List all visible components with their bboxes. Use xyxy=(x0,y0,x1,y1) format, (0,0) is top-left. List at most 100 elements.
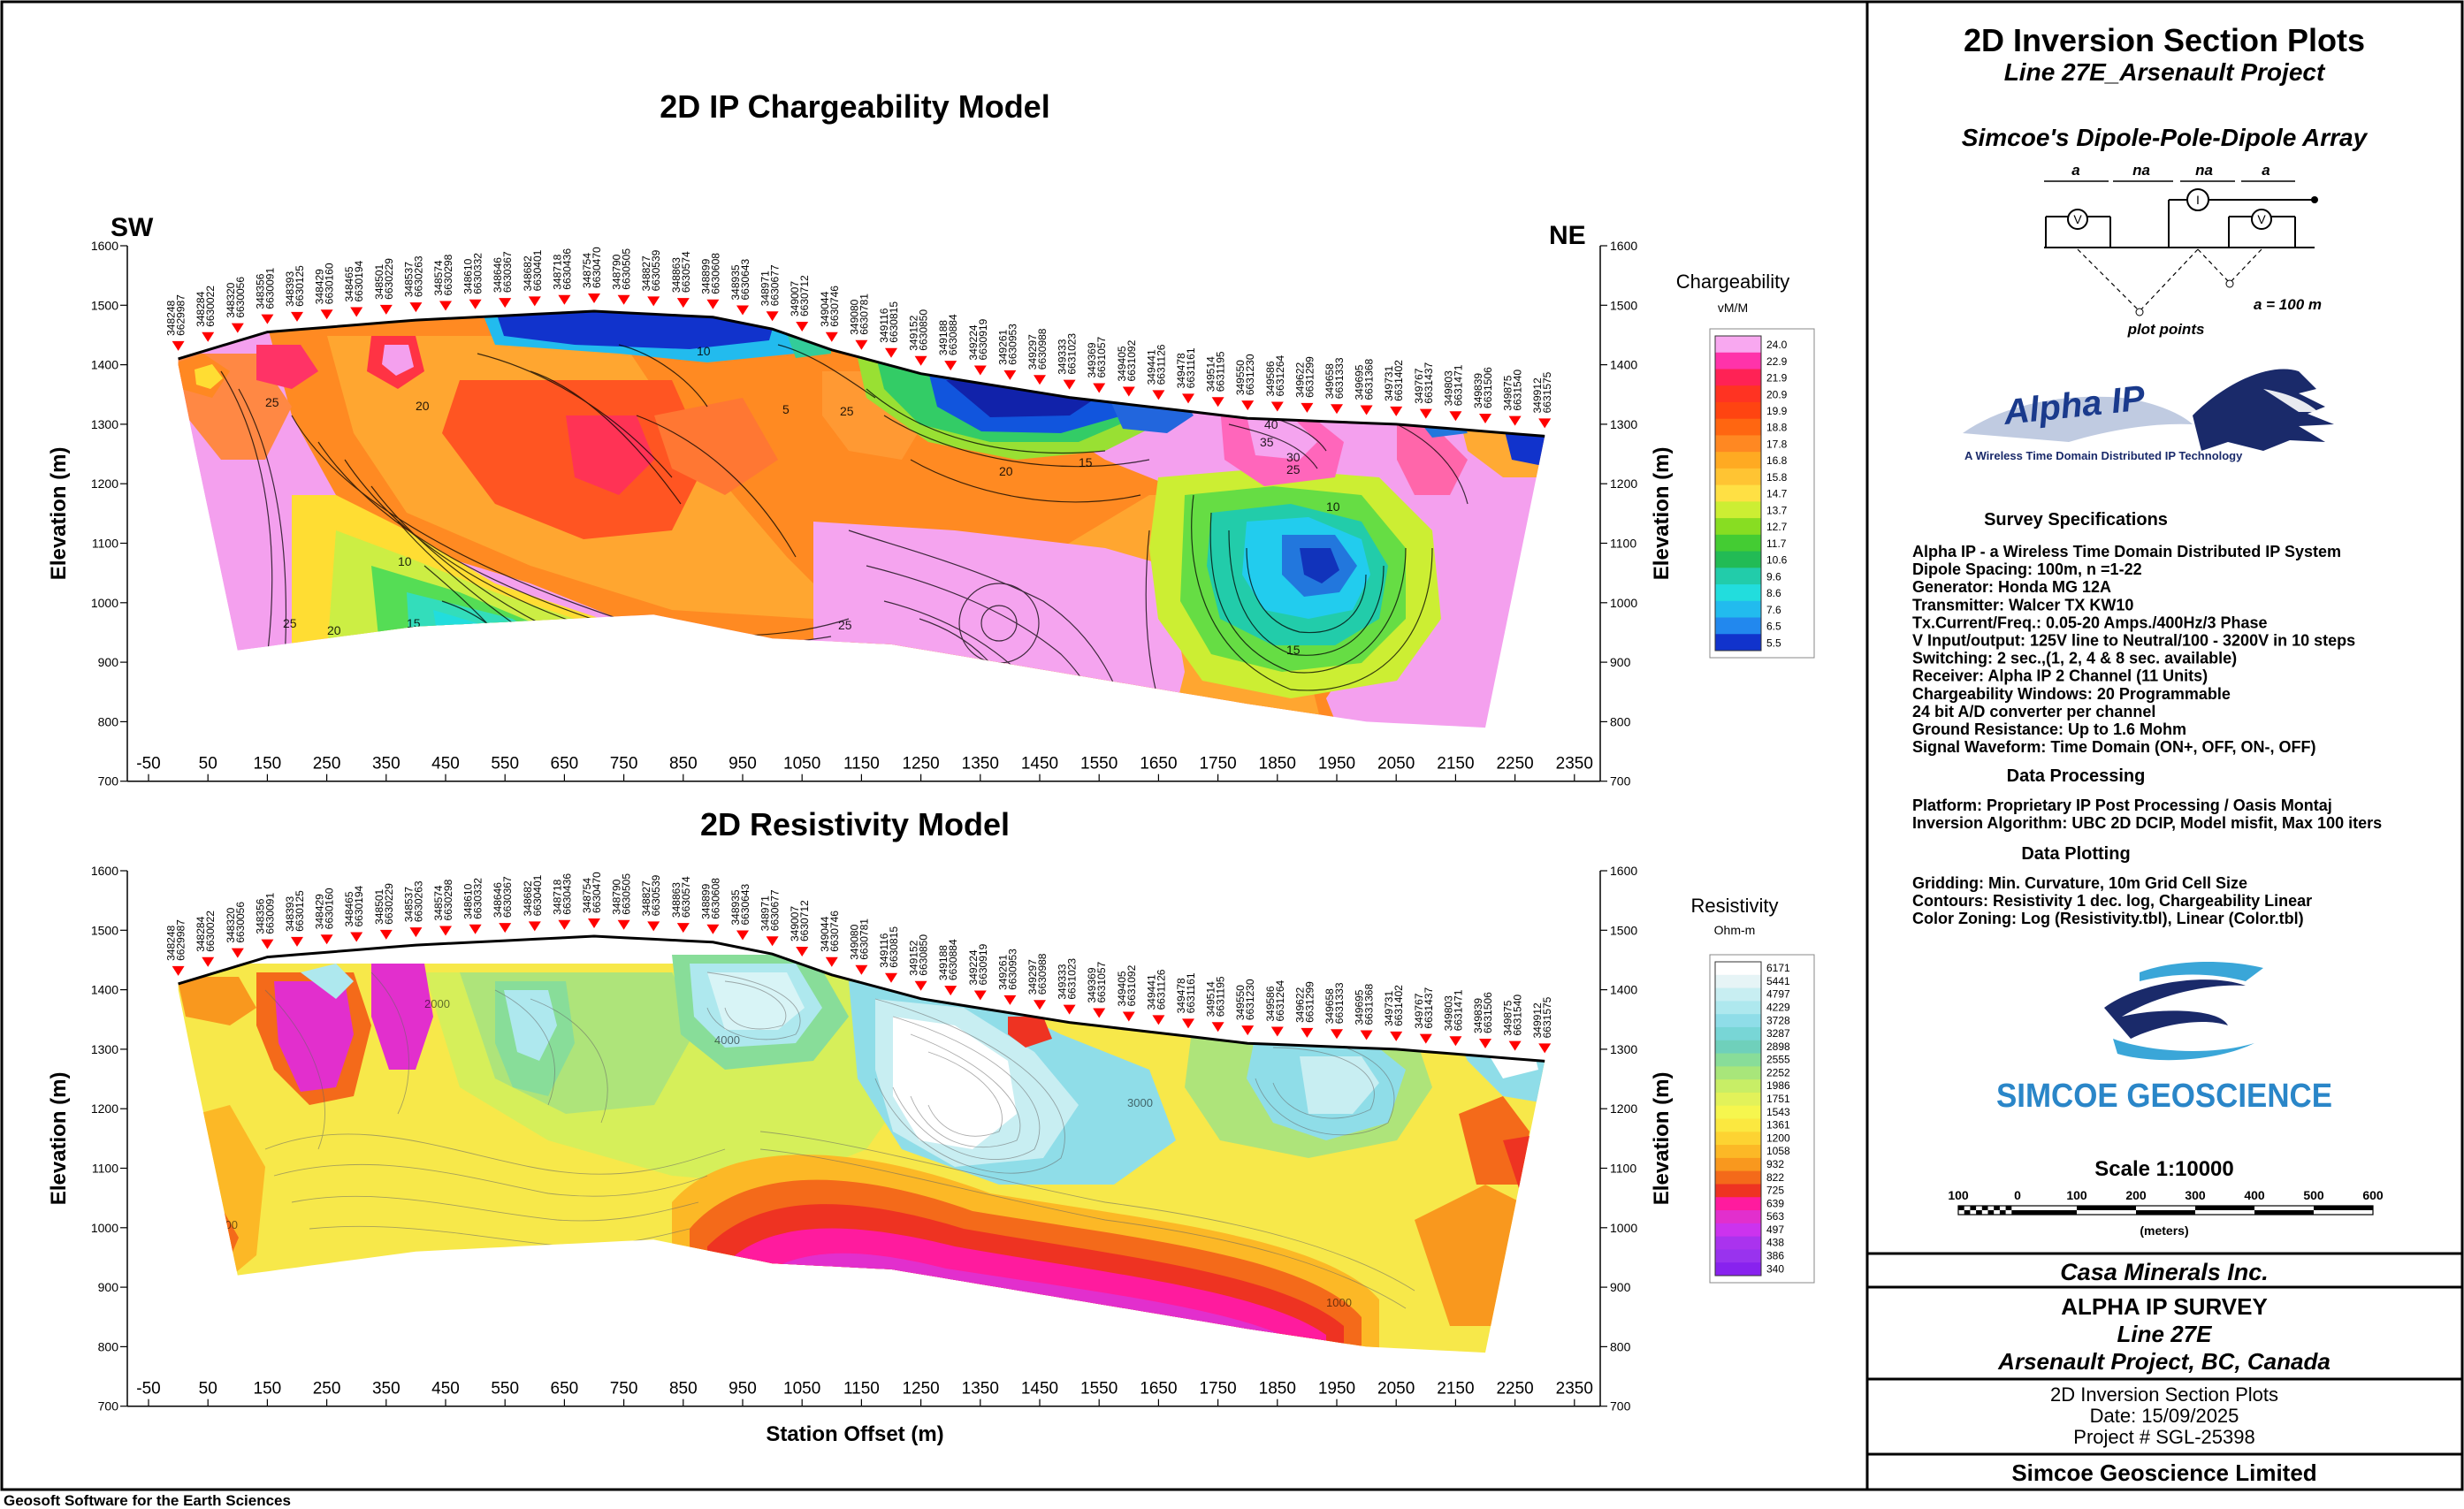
station-easting: 349188 xyxy=(937,945,950,980)
electrode-marker xyxy=(1063,379,1076,390)
y-tick-label: 1300 xyxy=(91,417,118,431)
electrode-marker xyxy=(706,299,720,309)
station-northing: 6630022 xyxy=(204,911,217,952)
electrode-marker xyxy=(588,293,600,304)
x-tick-label: 1350 xyxy=(962,755,999,774)
survey-line: Line 27E xyxy=(2117,1321,2213,1347)
svg-text:3000: 3000 xyxy=(1127,1096,1153,1109)
electrode-marker xyxy=(855,964,868,975)
spec-line: Color Zoning: Log (Resistivity.tbl), Lin… xyxy=(1912,910,2304,927)
station-easting: 349224 xyxy=(967,324,980,360)
scale-tick-label: 100 xyxy=(1948,1188,1969,1202)
station-northing: 6630574 xyxy=(680,251,692,293)
legend-swatch xyxy=(1715,584,1761,602)
x-tick-label: -50 xyxy=(136,1380,160,1398)
station-easting: 349767 xyxy=(1413,993,1425,1028)
electrode-marker xyxy=(231,323,244,333)
electrode-marker xyxy=(409,302,423,313)
y-axis-label-right: Elevation (m) xyxy=(1650,1071,1674,1205)
legend-value: 932 xyxy=(1766,1158,1784,1170)
electrode-marker xyxy=(1419,1033,1432,1044)
legend-swatch xyxy=(1715,962,1761,976)
station-easting: 349297 xyxy=(1026,959,1039,995)
legend-value: 14.7 xyxy=(1766,488,1788,500)
electrode-marker xyxy=(1508,415,1522,426)
station-northing: 6631333 xyxy=(1333,357,1346,399)
electrode-marker xyxy=(528,296,541,307)
electrode-marker xyxy=(885,347,897,358)
electrode-marker xyxy=(291,311,303,322)
array-spacing-label: a = 100 m xyxy=(2254,296,2322,313)
svg-text:40: 40 xyxy=(1264,417,1278,431)
electrode-marker xyxy=(499,923,512,934)
legend-swatch xyxy=(1715,1040,1761,1055)
svg-text:25: 25 xyxy=(283,616,297,630)
station-easting: 348827 xyxy=(640,880,652,916)
x-tick-label: 450 xyxy=(431,1380,460,1398)
station-northing: 6630988 xyxy=(1036,328,1049,370)
y-tick-label: 700 xyxy=(98,1399,119,1414)
legend-swatch xyxy=(1715,1210,1761,1224)
legend-swatch xyxy=(1715,1236,1761,1250)
y-tick-label: 1300 xyxy=(1610,417,1637,431)
station-easting: 349550 xyxy=(1234,985,1247,1020)
electrode-marker xyxy=(1182,393,1194,404)
plot-type: 2D Inversion Section Plots xyxy=(2050,1383,2278,1406)
electrode-marker xyxy=(1419,408,1432,419)
electrode-marker xyxy=(261,939,274,949)
ip-legend: 24.0 22.9 21.9 20.9 19.9 18.8 17.8 16.8 15.8 14.7… xyxy=(1709,328,1815,659)
legend-swatch xyxy=(1715,501,1761,519)
spec-line: Transmitter: Walcer TX KW10 xyxy=(1912,596,2133,614)
electrode-marker xyxy=(1508,1040,1522,1051)
station-easting: 349622 xyxy=(1293,362,1306,397)
y-tick-label: 1400 xyxy=(91,983,118,997)
y-tick-label: 700 xyxy=(1610,774,1631,789)
scale-unit: (meters) xyxy=(2140,1223,2188,1238)
legend-value: 17.8 xyxy=(1766,438,1788,450)
x-tick-label: 2350 xyxy=(1556,755,1593,774)
station-easting: 349261 xyxy=(996,329,1009,364)
electrode-marker xyxy=(320,309,333,320)
electrode-marker xyxy=(825,956,838,967)
station-northing: 6630194 xyxy=(353,885,365,926)
station-northing: 6630884 xyxy=(947,939,959,980)
res-title: 2D Resistivity Model xyxy=(700,806,1010,842)
x-tick-label: 50 xyxy=(199,1380,217,1398)
station-northing: 6631264 xyxy=(1274,979,1286,1021)
svg-text:25: 25 xyxy=(1286,462,1301,476)
electrode-marker xyxy=(379,304,393,315)
legend-swatch xyxy=(1715,1262,1761,1277)
electrode-marker xyxy=(1360,405,1373,415)
station-easting: 348393 xyxy=(284,271,296,307)
x-tick-label: 2050 xyxy=(1377,755,1415,774)
station-easting: 348248 xyxy=(165,301,178,336)
legend-swatch xyxy=(1715,1118,1761,1132)
svg-text:V: V xyxy=(2257,212,2266,226)
station-easting: 348320 xyxy=(225,907,237,942)
electrode-marker xyxy=(558,294,571,305)
station-easting: 349116 xyxy=(878,308,890,342)
electrode-marker xyxy=(1449,1036,1462,1047)
station-easting: 349441 xyxy=(1145,974,1157,1010)
legend-value: 19.9 xyxy=(1766,405,1788,417)
legend-value: 24.0 xyxy=(1766,339,1788,351)
station-northing: 6631540 xyxy=(1512,995,1524,1036)
spec-line: Ground Resistance: Up to 1.6 Mohm xyxy=(1912,720,2186,738)
legend-value: 9.6 xyxy=(1766,570,1781,583)
station-easting: 349875 xyxy=(1502,375,1514,410)
station-easting: 349514 xyxy=(1205,981,1217,1017)
plot-date: Date: 15/09/2025 xyxy=(2090,1405,2239,1427)
svg-text:5: 5 xyxy=(782,402,790,416)
x-tick-label: 550 xyxy=(491,755,519,774)
x-tick-label: 950 xyxy=(729,1380,757,1398)
station-northing: 6630332 xyxy=(472,878,484,919)
x-tick-label: 1450 xyxy=(1021,755,1058,774)
station-northing: 6630263 xyxy=(412,880,424,922)
station-northing: 6630539 xyxy=(650,249,662,291)
legend-swatch xyxy=(1715,401,1761,420)
station-easting: 348574 xyxy=(432,885,445,920)
electrode-marker xyxy=(1122,386,1135,397)
legend-value: 2555 xyxy=(1766,1054,1790,1066)
res-legend: 6171544147974229372832872898255522521986… xyxy=(1709,954,1815,1284)
station-easting: 349695 xyxy=(1354,989,1366,1025)
